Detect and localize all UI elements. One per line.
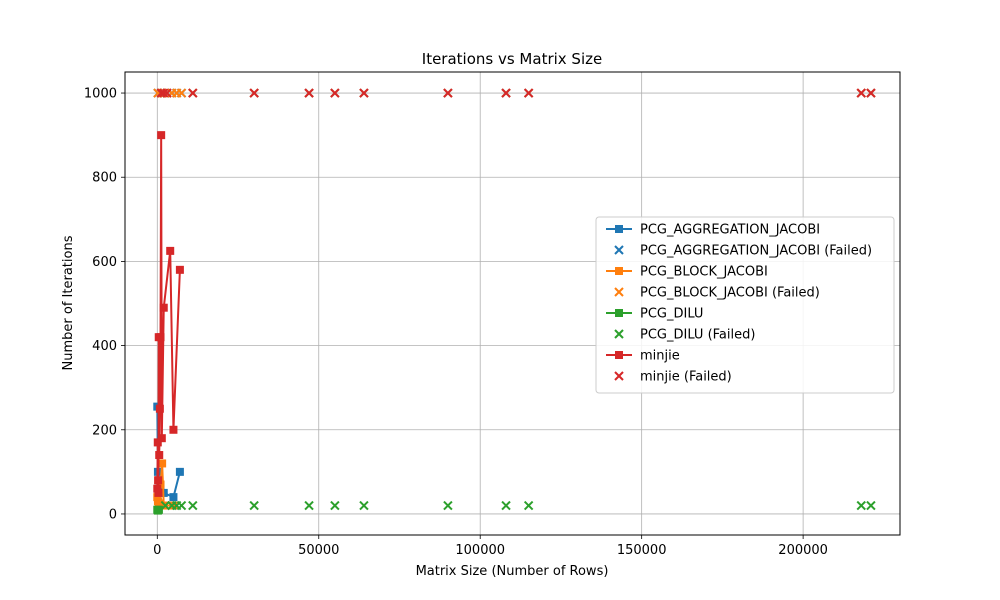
data-point-square — [155, 404, 164, 413]
data-point-square — [615, 225, 623, 233]
data-point-square — [157, 131, 166, 140]
legend-box — [595, 216, 895, 394]
series-layer — [153, 88, 876, 515]
data-point-x — [523, 500, 534, 511]
data-point-x — [501, 88, 511, 98]
x-tick-label: 150000 — [617, 543, 667, 558]
legend-label: PCG_BLOCK_JACOBI — [640, 265, 768, 280]
data-point-x — [249, 500, 259, 511]
x-tick-label: 0 — [153, 543, 161, 558]
data-point-square — [615, 309, 623, 317]
series-2 — [153, 459, 178, 510]
data-point-x — [330, 88, 340, 98]
legend-label: PCG_AGGREGATION_JACOBI (Failed) — [640, 244, 872, 259]
data-point-x — [856, 500, 866, 511]
data-point-square — [158, 459, 167, 468]
data-point-square — [154, 476, 163, 485]
data-point-x — [304, 88, 314, 98]
series-5 — [160, 500, 876, 511]
data-point-x — [162, 88, 172, 98]
data-point-square — [156, 333, 165, 342]
legend-label: PCG_DILU (Failed) — [640, 328, 755, 343]
chart-title: Iterations vs Matrix Size — [422, 50, 602, 68]
y-axis-label: Number of Iterations — [61, 235, 76, 370]
legend-label: minjie (Failed) — [640, 370, 732, 385]
data-point-x — [614, 287, 624, 297]
legend-label: PCG_AGGREGATION_JACOBI — [640, 223, 820, 238]
data-point-square — [615, 267, 623, 275]
data-point-square — [159, 303, 168, 312]
data-point-square — [169, 493, 178, 502]
x-tick-label: 200000 — [778, 543, 828, 558]
series-6 — [153, 131, 184, 497]
legend: PCG_AGGREGATION_JACOBI PCG_AGGREGATION_JA… — [595, 216, 895, 394]
data-point-x — [443, 88, 453, 98]
data-point-square — [156, 480, 165, 489]
legend-entry: PCG_BLOCK_JACOBI — [606, 265, 768, 280]
data-point-square — [157, 434, 166, 443]
legend-label: PCG_DILU — [640, 307, 703, 322]
data-point-square — [153, 493, 162, 502]
legend-entry: PCG_DILU — [606, 307, 703, 322]
data-point-square — [153, 438, 162, 447]
data-point-x — [176, 500, 187, 511]
data-point-x — [866, 500, 876, 511]
legend-entry: minjie (Failed) — [614, 370, 732, 385]
legend-entry: PCG_AGGREGATION_JACOBI — [606, 223, 820, 238]
data-point-square — [169, 425, 178, 434]
legend-label: minjie — [640, 349, 680, 364]
y-tick-label: 0 — [109, 507, 117, 522]
x-tick-label: 100000 — [455, 543, 505, 558]
y-tick-label: 600 — [92, 255, 117, 270]
data-point-square — [154, 499, 163, 508]
x-tick-label: 50000 — [298, 543, 339, 558]
data-point-x — [304, 500, 314, 511]
data-point-square — [615, 351, 623, 359]
y-tick-label: 200 — [92, 423, 117, 438]
data-point-x — [176, 88, 187, 98]
legend-entry: PCG_AGGREGATION_JACOBI (Failed) — [614, 244, 872, 259]
data-point-square — [169, 501, 178, 510]
data-point-square — [175, 265, 184, 274]
data-point-square — [155, 451, 164, 460]
data-point-x — [614, 329, 624, 339]
legend-label: PCG_BLOCK_JACOBI (Failed) — [640, 286, 820, 301]
data-point-square — [153, 484, 162, 493]
plot-frame — [124, 71, 901, 536]
data-point-x — [866, 88, 876, 98]
data-point-x — [359, 88, 369, 98]
data-point-square — [166, 246, 175, 255]
axis-ticks: 0 50000 100000 150000 200000 0 200 400 600 800 100… — [84, 87, 828, 558]
data-point-x — [501, 500, 511, 511]
y-tick-label: 400 — [92, 339, 117, 354]
data-point-x — [159, 88, 169, 98]
data-point-x — [188, 88, 198, 98]
data-point-x — [443, 500, 453, 511]
y-tick-label: 1000 — [84, 87, 117, 102]
data-point-square — [159, 501, 168, 510]
data-point-square — [175, 467, 184, 476]
data-point-square — [154, 505, 163, 514]
legend-entry: PCG_DILU (Failed) — [614, 328, 755, 343]
data-point-x — [249, 88, 259, 98]
series-7 — [156, 88, 876, 98]
data-point-x — [188, 500, 198, 511]
legend-entry: PCG_BLOCK_JACOBI (Failed) — [614, 286, 820, 301]
data-point-x — [359, 500, 369, 511]
legend-entry: minjie — [606, 349, 680, 364]
data-point-x — [856, 88, 866, 98]
x-axis-label: Matrix Size (Number of Rows) — [416, 564, 609, 579]
data-point-x — [614, 371, 624, 381]
y-tick-label: 800 — [92, 171, 117, 186]
data-point-x — [523, 88, 534, 98]
data-point-square — [154, 488, 163, 497]
data-point-x — [330, 500, 340, 511]
data-point-x — [614, 245, 624, 255]
series-4 — [153, 505, 163, 515]
